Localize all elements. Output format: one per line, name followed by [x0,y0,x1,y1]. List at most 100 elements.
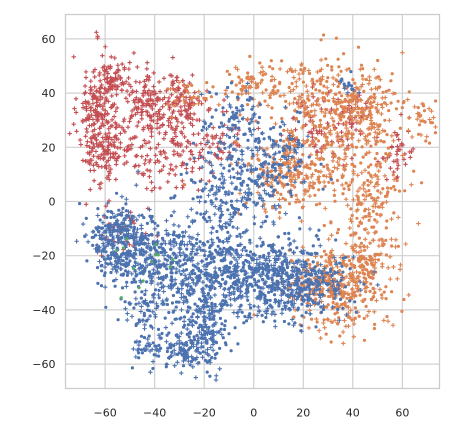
scatter-point [150,106,155,112]
scatter-point [173,99,177,103]
scatter-point [258,103,262,107]
scatter-point [233,123,237,128]
scatter-point [367,78,372,83]
scatter-point [223,92,227,96]
scatter-point [375,177,381,182]
scatter-point [184,108,189,114]
scatter-point [358,84,364,89]
scatter-point [315,79,319,83]
scatter-point [346,184,350,188]
scatter-point [181,364,186,368]
scatter-point [241,265,245,270]
scatter-point [200,259,204,263]
scatter-point [186,84,190,88]
scatter-point [282,301,287,305]
scatter-point [224,236,229,242]
scatter-point [237,126,241,130]
scatter-point [211,333,217,338]
scatter-point [170,110,175,116]
scatter-point [220,185,226,190]
scatter-point [276,281,280,285]
scatter-point [88,187,93,192]
scatter-point [292,173,298,178]
scatter-point [169,247,173,251]
scatter-point [184,268,189,272]
scatter-point [303,293,307,297]
scatter-point [181,250,186,256]
scatter-point [115,248,119,252]
scatter-point [372,67,377,72]
scatter-point [396,137,401,142]
scatter-point [311,300,315,304]
scatter-point [354,249,359,255]
scatter-point [248,163,254,169]
scatter-point [433,124,438,130]
scatter-point [329,89,333,93]
scatter-point [262,262,266,266]
scatter-point [345,296,349,300]
scatter-point [235,108,241,113]
scatter-point [133,340,137,344]
scatter-point [188,141,193,147]
scatter-point [293,109,297,113]
scatter-point [232,147,236,151]
scatter-point [236,208,241,212]
scatter-point [290,317,295,322]
scatter-point [148,126,154,131]
scatter-point [385,315,389,319]
scatter-point [294,116,298,121]
scatter-point [174,317,178,321]
scatter-point [277,66,283,72]
scatter-point [338,272,342,276]
scatter-point [125,99,131,104]
scatter-point [133,260,137,264]
scatter-point [209,95,213,99]
scatter-point [272,256,277,261]
scatter-point [162,95,167,100]
scatter-point [157,335,163,341]
scatter-point [124,229,129,234]
scatter-point [261,152,267,157]
scatter-point [140,265,144,269]
scatter-point [146,241,151,246]
scatter-point [252,214,257,220]
scatter-point [91,153,96,159]
scatter-point [154,242,158,247]
scatter-point [209,230,214,236]
scatter-point [314,124,318,129]
scatter-point [293,185,297,189]
scatter-point [173,266,179,272]
x-tick-label: 60 [395,407,409,420]
scatter-point [269,185,273,189]
scatter-point [154,126,160,131]
scatter-point [338,91,342,95]
scatter-point [318,57,324,63]
scatter-point [197,98,202,104]
scatter-point [260,182,264,186]
scatter-point [248,238,252,242]
scatter-point [142,322,147,328]
scatter-point [304,272,310,277]
scatter-point [225,125,230,130]
scatter-point [226,208,230,212]
scatter-point [293,97,297,101]
scatter-point [390,91,396,96]
scatter-point [137,80,143,85]
scatter-point [116,265,120,269]
scatter-point [198,179,202,183]
scatter-point [339,118,343,122]
scatter-point [257,193,263,198]
scatter-point [136,119,141,125]
scatter-point [245,168,249,172]
scatter-point [181,319,187,324]
scatter-point [149,89,155,95]
scatter-point [196,326,201,330]
scatter-point [395,144,400,149]
scatter-point [139,304,144,309]
scatter-point [366,178,370,183]
scatter-point [256,184,261,189]
scatter-point [208,345,213,350]
scatter-point [191,197,195,201]
scatter-point [249,148,255,153]
scatter-point [205,271,211,277]
